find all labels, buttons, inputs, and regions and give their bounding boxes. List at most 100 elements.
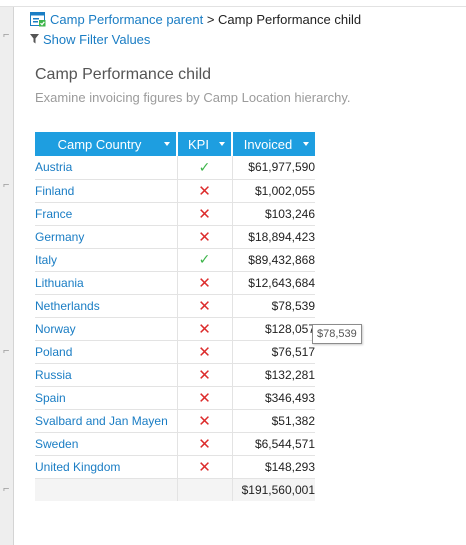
table-row: Spain ✕ $346,493 (35, 386, 315, 410)
gutter-glyph: ⌐ (3, 179, 10, 191)
column-header-invoiced[interactable]: Invoiced (232, 132, 315, 156)
country-cell[interactable]: United Kingdom (35, 455, 177, 479)
table-total-row: $191,560,001 (35, 478, 315, 501)
chevron-down-icon[interactable] (303, 142, 309, 146)
chevron-down-icon[interactable] (164, 142, 170, 146)
country-cell[interactable]: Netherlands (35, 294, 177, 318)
invoiced-cell: $148,293 (232, 455, 315, 479)
funnel-icon (30, 32, 39, 47)
invoiced-cell: $128,057 (232, 317, 315, 341)
report-subtitle: Examine invoicing figures by Camp Locati… (35, 90, 351, 105)
cross-icon: ✕ (198, 458, 211, 476)
cross-icon: ✕ (198, 228, 211, 246)
table-row: Sweden ✕ $6,544,571 (35, 432, 315, 456)
table-row: Austria ✓ $61,977,590 (35, 156, 315, 180)
cross-icon: ✕ (198, 389, 211, 407)
country-cell[interactable]: Lithuania (35, 271, 177, 295)
invoiced-cell: $51,382 (232, 409, 315, 433)
table-row: Svalbard and Jan Mayen ✕ $51,382 (35, 409, 315, 433)
cross-icon: ✕ (198, 366, 211, 384)
country-cell[interactable]: Spain (35, 386, 177, 410)
country-cell[interactable]: Norway (35, 317, 177, 341)
invoiced-cell: $1,002,055 (232, 179, 315, 203)
breadcrumb-parent-link[interactable]: Camp Performance parent (50, 11, 204, 27)
table-row: Italy ✓ $89,432,868 (35, 248, 315, 272)
cross-icon: ✕ (198, 412, 211, 430)
left-gutter: ⌐ ⌐ ⌐ ⌐ (0, 7, 14, 545)
show-filter-values-label: Show Filter Values (43, 31, 151, 47)
chevron-down-icon[interactable] (219, 142, 225, 146)
breadcrumb: Camp Performance parent > Camp Performan… (30, 10, 361, 28)
gutter-glyph: ⌐ (3, 29, 10, 41)
invoiced-cell: $76,517 (232, 340, 315, 364)
kpi-cell: ✕ (176, 432, 233, 456)
invoiced-cell: $103,246 (232, 202, 315, 226)
invoiced-cell: $346,493 (232, 386, 315, 410)
country-cell[interactable]: Russia (35, 363, 177, 387)
breadcrumb-current: Camp Performance child (218, 11, 362, 27)
country-cell[interactable]: Germany (35, 225, 177, 249)
column-header-kpi[interactable]: KPI (177, 132, 233, 156)
table-row: Finland ✕ $1,002,055 (35, 179, 315, 203)
total-kpi-cell (176, 478, 233, 501)
gutter-glyph: ⌐ (3, 345, 10, 357)
column-header-label: Invoiced (243, 136, 293, 152)
table-row: France ✕ $103,246 (35, 202, 315, 226)
checkmark-icon: ✓ (198, 158, 211, 175)
column-header-label: KPI (188, 136, 209, 152)
cross-icon: ✕ (198, 435, 211, 453)
kpi-cell: ✓ (176, 248, 233, 272)
kpi-cell: ✕ (176, 386, 233, 410)
country-cell[interactable]: France (35, 202, 177, 226)
total-invoiced-cell: $191,560,001 (232, 478, 315, 501)
column-header-label: Camp Country (57, 136, 142, 152)
invoiced-cell: $89,432,868 (232, 248, 315, 272)
kpi-cell: ✕ (176, 317, 233, 341)
country-cell[interactable]: Svalbard and Jan Mayen (35, 409, 177, 433)
table-row: Poland ✕ $76,517 (35, 340, 315, 364)
kpi-cell: ✓ (176, 156, 233, 180)
kpi-cell: ✕ (176, 225, 233, 249)
checkmark-icon: ✓ (198, 251, 211, 267)
invoiced-cell: $6,544,571 (232, 432, 315, 456)
table-row: United Kingdom ✕ $148,293 (35, 455, 315, 479)
invoiced-cell: $18,894,423 (232, 225, 315, 249)
invoiced-cell: $61,977,590 (232, 156, 315, 180)
cross-icon: ✕ (198, 205, 211, 223)
kpi-cell: ✕ (176, 202, 233, 226)
kpi-cell: ✕ (176, 179, 233, 203)
cross-icon: ✕ (198, 297, 211, 315)
table-row: Norway ✕ $128,057 (35, 317, 315, 341)
table-row: Netherlands ✕ $78,539 (35, 294, 315, 318)
kpi-cell: ✕ (176, 271, 233, 295)
kpi-cell: ✕ (176, 455, 233, 479)
kpi-cell: ✕ (176, 409, 233, 433)
country-cell[interactable]: Finland (35, 179, 177, 203)
country-cell[interactable]: Austria (35, 156, 177, 180)
top-divider (0, 6, 466, 7)
value-tooltip: $78,539 (312, 324, 362, 344)
report-title: Camp Performance child (35, 66, 212, 83)
country-cell[interactable]: Italy (35, 248, 177, 272)
report-icon (30, 11, 46, 27)
kpi-cell: ✕ (176, 363, 233, 387)
data-table: Camp Country KPI Invoiced Austria ✓ $61,97… (35, 132, 315, 501)
breadcrumb-separator: > (206, 11, 215, 27)
cross-icon: ✕ (198, 274, 211, 292)
kpi-cell: ✕ (176, 294, 233, 318)
table-header-row: Camp Country KPI Invoiced (35, 132, 315, 156)
invoiced-cell: $132,281 (232, 363, 315, 387)
cross-icon: ✕ (198, 343, 211, 361)
total-label-cell (35, 478, 177, 501)
column-header-camp-country[interactable]: Camp Country (35, 132, 178, 156)
cross-icon: ✕ (198, 182, 211, 200)
invoiced-cell: $12,643,684 (232, 271, 315, 295)
table-row: Germany ✕ $18,894,423 (35, 225, 315, 249)
country-cell[interactable]: Sweden (35, 432, 177, 456)
table-row: Lithuania ✕ $12,643,684 (35, 271, 315, 295)
kpi-cell: ✕ (176, 340, 233, 364)
country-cell[interactable]: Poland (35, 340, 177, 364)
show-filter-values-link[interactable]: Show Filter Values (30, 30, 150, 48)
cross-icon: ✕ (198, 320, 211, 338)
table-row: Russia ✕ $132,281 (35, 363, 315, 387)
